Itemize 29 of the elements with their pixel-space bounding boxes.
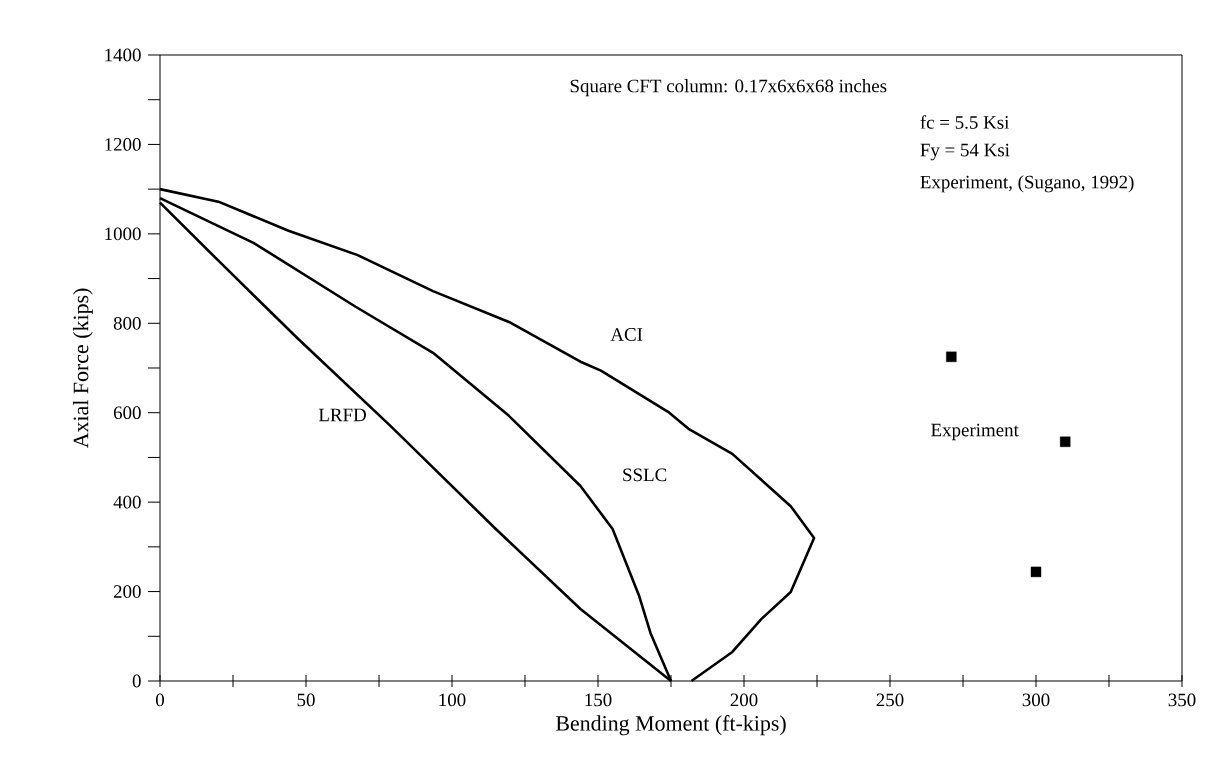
- x-axis-title: Bending Moment (ft-kips): [555, 715, 786, 736]
- y-tick-label: 1200: [105, 138, 141, 151]
- annotation: Fy = 54 Ksi: [920, 143, 1010, 161]
- x-tick-label: 250: [876, 693, 904, 707]
- x-tick-label: 0: [155, 693, 164, 707]
- y-tick-label: 400: [113, 495, 141, 509]
- y-tick-label: 200: [113, 585, 141, 598]
- point: [1060, 436, 1071, 447]
- y-tick-label: 800: [113, 316, 141, 330]
- series-label: ACI: [610, 328, 643, 341]
- text: Experiment: [931, 423, 1019, 441]
- point: [946, 351, 957, 363]
- x-tick-label: 300: [1022, 693, 1050, 707]
- x-tick-label: 200: [730, 693, 758, 707]
- x-tick-label: 100: [439, 693, 466, 707]
- y-tick-label: 1400: [105, 48, 141, 62]
- x-tick-label: 50: [297, 693, 315, 707]
- point: [1030, 566, 1042, 578]
- y-tick-label: 600: [113, 406, 141, 420]
- annotation: Experiment, (Sugano, 1992): [920, 175, 1134, 193]
- y-tick-label: 1000: [105, 227, 141, 241]
- series-label: SSLC: [623, 468, 667, 482]
- annotation: fc = 5.5 Ksi: [920, 115, 1010, 129]
- series-label: LRFD: [318, 408, 366, 422]
- y-axis-title: Axial Force (kips): [72, 288, 93, 449]
- x-tick-label: 350: [1168, 693, 1196, 707]
- x-tick-label: 150: [585, 693, 612, 707]
- y-tick-label: 0: [132, 674, 141, 688]
- annotation: Square CFT column: 0.17x6x6x68 inches: [570, 79, 887, 97]
